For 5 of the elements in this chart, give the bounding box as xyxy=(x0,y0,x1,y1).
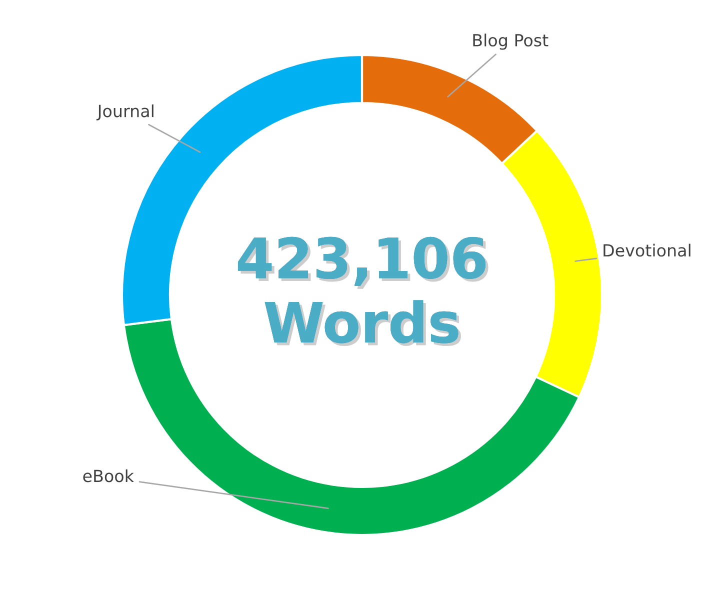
slice-label: Journal xyxy=(96,104,154,120)
slice-label: eBook xyxy=(83,469,134,482)
text: 423,106 Words xyxy=(238,236,488,346)
slice-label: Blog Post xyxy=(473,34,548,50)
slice-label: Devotional xyxy=(604,244,690,257)
